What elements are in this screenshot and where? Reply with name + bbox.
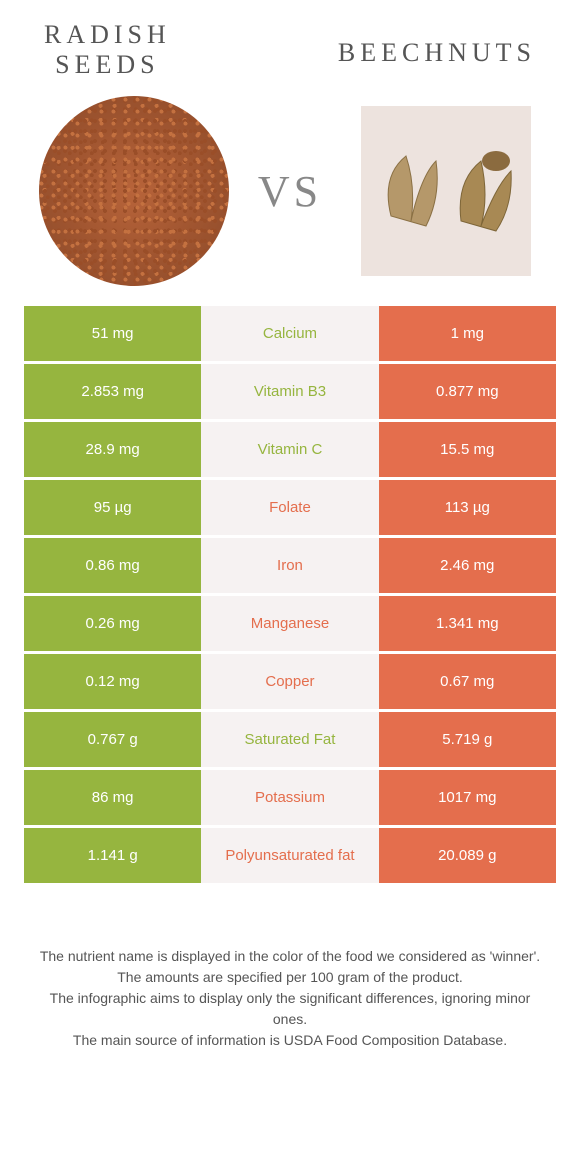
nutrient-label: Saturated Fat [201,712,378,767]
nutrient-label: Folate [201,480,378,535]
value-left: 0.12 mg [24,654,201,709]
value-right: 0.877 mg [379,364,556,419]
image-left [34,96,234,286]
nutrient-label: Calcium [201,306,378,361]
footer-notes: The nutrient name is displayed in the co… [24,886,556,1051]
nutrient-label: Vitamin B3 [201,364,378,419]
value-left: 0.86 mg [24,538,201,593]
nutrient-label: Polyunsaturated fat [201,828,378,883]
title-right: BEECHNUTS [338,20,536,68]
nutrient-label: Iron [201,538,378,593]
value-left: 0.26 mg [24,596,201,651]
value-right: 1 mg [379,306,556,361]
table-row: 1.141 gPolyunsaturated fat20.089 g [24,828,556,883]
value-left: 86 mg [24,770,201,825]
table-row: 2.853 mgVitamin B30.877 mg [24,364,556,419]
footer-line2: The amounts are specified per 100 gram o… [34,967,546,988]
value-right: 0.67 mg [379,654,556,709]
value-right: 1017 mg [379,770,556,825]
nutrient-label: Manganese [201,596,378,651]
value-left: 95 µg [24,480,201,535]
comparison-table: 51 mgCalcium1 mg2.853 mgVitamin B30.877 … [24,306,556,883]
table-row: 0.12 mgCopper0.67 mg [24,654,556,709]
vs-label: VS [258,166,322,217]
footer-line4: The main source of information is USDA F… [34,1030,546,1051]
table-row: 0.26 mgManganese1.341 mg [24,596,556,651]
value-right: 20.089 g [379,828,556,883]
image-right [346,96,546,286]
title-left-line2: SEEDS [44,50,171,80]
table-row: 51 mgCalcium1 mg [24,306,556,361]
table-row: 95 µgFolate113 µg [24,480,556,535]
images-row: VS [24,96,556,306]
footer-line1: The nutrient name is displayed in the co… [34,946,546,967]
nutrient-label: Copper [201,654,378,709]
title-left: RADISH SEEDS [44,20,171,80]
value-left: 2.853 mg [24,364,201,419]
value-right: 5.719 g [379,712,556,767]
radish-seeds-icon [39,96,229,286]
nutrient-label: Vitamin C [201,422,378,477]
value-right: 113 µg [379,480,556,535]
table-row: 0.767 gSaturated Fat5.719 g [24,712,556,767]
value-left: 1.141 g [24,828,201,883]
nutrient-label: Potassium [201,770,378,825]
table-row: 86 mgPotassium1017 mg [24,770,556,825]
table-row: 0.86 mgIron2.46 mg [24,538,556,593]
value-left: 0.767 g [24,712,201,767]
footer-line3: The infographic aims to display only the… [34,988,546,1030]
value-left: 51 mg [24,306,201,361]
beechnuts-icon [361,106,531,276]
value-right: 1.341 mg [379,596,556,651]
value-left: 28.9 mg [24,422,201,477]
title-left-line1: RADISH [44,20,171,50]
header: RADISH SEEDS BEECHNUTS [24,20,556,96]
table-row: 28.9 mgVitamin C15.5 mg [24,422,556,477]
value-right: 2.46 mg [379,538,556,593]
value-right: 15.5 mg [379,422,556,477]
